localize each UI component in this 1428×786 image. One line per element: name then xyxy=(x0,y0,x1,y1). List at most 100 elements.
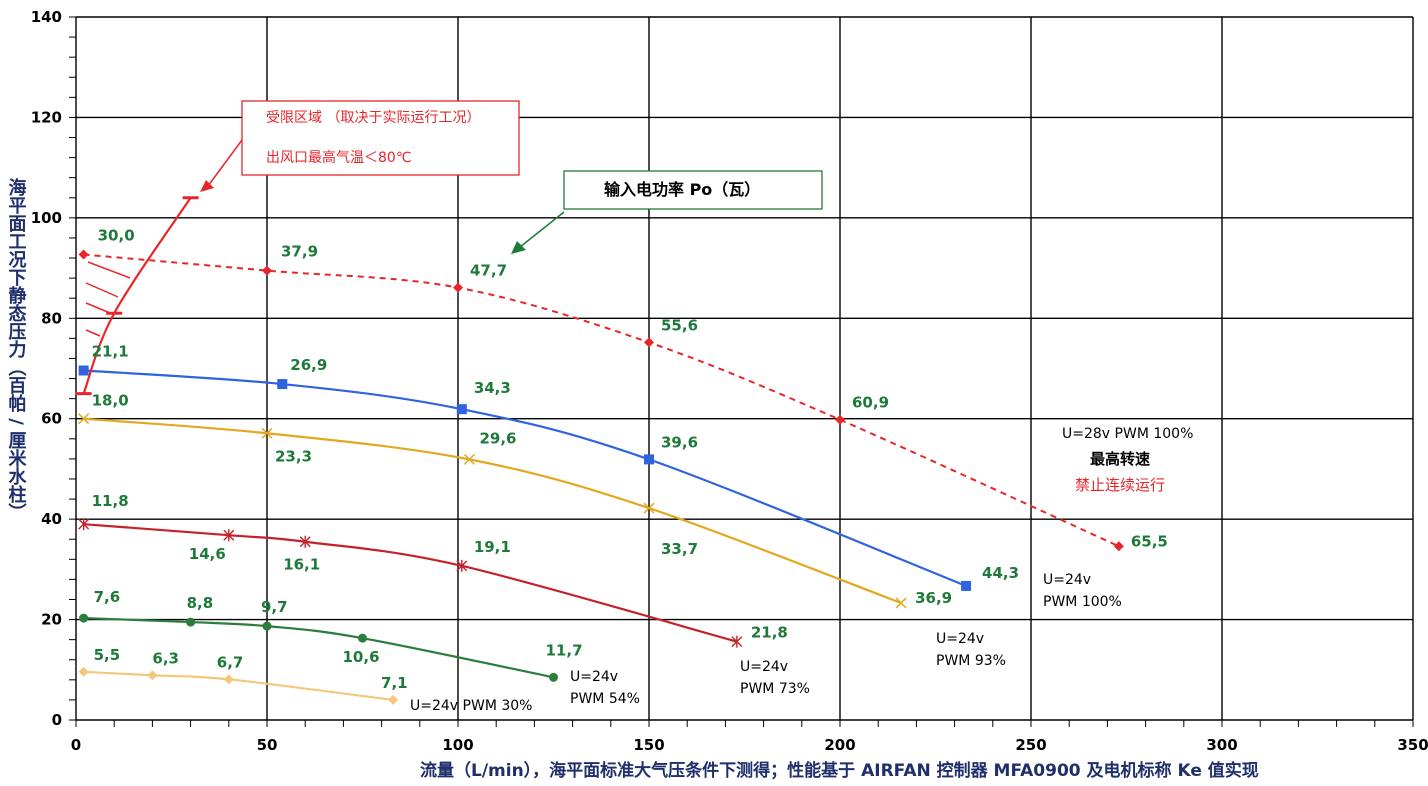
y-axis-title: 海平面工况下静态压力（百帕 / 厘米水柱） xyxy=(6,177,27,521)
power-data-label: 47,7 xyxy=(470,262,507,280)
max-speed-line3: 禁止连续运行 xyxy=(1075,476,1165,494)
data-point-asterisk xyxy=(731,635,743,648)
power-data-label: 7,1 xyxy=(381,674,408,692)
data-point-diamond xyxy=(644,337,654,348)
data-point-x-stroke xyxy=(463,453,475,465)
x-tick-label: 0 xyxy=(71,736,81,754)
data-point-square xyxy=(961,580,972,591)
x-tick-label: 200 xyxy=(824,736,855,754)
power-data-label: 6,7 xyxy=(217,653,244,671)
data-point-circle xyxy=(549,672,558,682)
pwm100-label-line1: U=24v xyxy=(1043,572,1091,588)
y-tick-label: 60 xyxy=(41,410,62,428)
data-point-diamond xyxy=(1113,541,1124,552)
data-point-square xyxy=(456,404,467,415)
data-point-x xyxy=(463,453,475,465)
series-line xyxy=(83,253,1120,548)
limit-annotation-line2: 出风口最高气温＜80℃ xyxy=(266,149,412,166)
data-point-x xyxy=(261,427,273,439)
y-tick-label: 20 xyxy=(41,611,62,629)
max-speed-line2: 最高转速 xyxy=(1090,450,1150,468)
power-data-label: 34,3 xyxy=(474,379,511,397)
y-tick-label: 80 xyxy=(41,309,62,327)
power-arrow xyxy=(511,211,565,254)
hatch-line xyxy=(85,302,111,314)
data-point-diamond xyxy=(388,694,399,705)
data-point-x-stroke xyxy=(261,427,273,439)
data-point-circle xyxy=(79,613,89,623)
series-line xyxy=(83,616,554,679)
power-data-label: 11,7 xyxy=(546,641,583,659)
limit-annotation: 受限区域 （取决于实际运行工况） 出风口最高气温＜80℃ xyxy=(241,100,520,176)
data-point-circle xyxy=(358,633,367,643)
x-tick-label: 100 xyxy=(442,736,473,754)
pwm30-label: U=24v PWM 30% xyxy=(410,698,532,714)
power-labels: 30,0 37,9 47,7 55,6 60,9 65,5 21,1 26,9 34,3 39,6… xyxy=(92,227,1168,692)
pwm93-label-line1: U=24v xyxy=(936,631,984,647)
power-data-label: 23,3 xyxy=(275,447,312,465)
series-line xyxy=(83,369,967,587)
series-line xyxy=(83,670,394,702)
data-point-asterisk xyxy=(456,559,468,572)
series-0 xyxy=(83,253,1120,548)
y-tick-label: 140 xyxy=(31,8,62,26)
data-point-square xyxy=(277,379,288,390)
y-tick-label: 40 xyxy=(41,510,62,528)
data-point-diamond xyxy=(147,670,158,681)
data-point-asterisk xyxy=(299,535,311,548)
limit-arrow xyxy=(200,139,243,192)
power-data-label: 30,0 xyxy=(98,227,135,245)
power-data-label: 14,6 xyxy=(189,545,226,563)
data-point-x xyxy=(895,597,907,609)
x-tick-label: 250 xyxy=(1015,736,1046,754)
data-point-asterisk xyxy=(223,529,235,542)
power-data-label: 21,1 xyxy=(92,343,129,361)
data-point-square xyxy=(644,454,654,465)
series-1 xyxy=(83,369,967,587)
marker-layer xyxy=(75,196,1124,705)
limit-annotation-line1: 受限区域 （取决于实际运行工况） xyxy=(266,110,480,126)
power-data-label: 19,1 xyxy=(474,538,511,556)
power-data-label: 6,3 xyxy=(152,649,179,667)
data-point-x-stroke xyxy=(895,597,907,609)
data-point-x xyxy=(643,502,655,514)
power-data-label: 55,6 xyxy=(661,316,698,334)
restricted-hatch xyxy=(85,261,131,337)
power-annotation: 输入电功率 Po（瓦） xyxy=(563,170,823,210)
data-point-diamond xyxy=(78,249,89,260)
power-data-label: 11,8 xyxy=(92,492,129,510)
x-tick-label: 50 xyxy=(257,736,278,754)
pwm73-label-line2: PWM 73% xyxy=(740,681,810,697)
power-data-label: 65,5 xyxy=(1131,532,1168,550)
power-data-label: 36,9 xyxy=(915,589,952,607)
power-data-label: 26,9 xyxy=(290,356,327,374)
x-tick-label: 350 xyxy=(1397,736,1428,754)
data-point-circle xyxy=(262,621,272,631)
y-tick-label: 120 xyxy=(31,108,62,126)
power-data-label: 8,8 xyxy=(187,594,214,612)
pwm54-label-line2: PWM 54% xyxy=(570,691,640,707)
x-tick-label: 150 xyxy=(633,736,664,754)
hatch-line xyxy=(85,282,119,298)
pwm73-label-line1: U=24v xyxy=(740,659,788,675)
power-data-label: 39,6 xyxy=(661,433,698,451)
max-speed-line1: U=28v PWM 100% xyxy=(1062,426,1193,442)
power-data-label: 37,9 xyxy=(281,243,318,261)
series-4 xyxy=(83,616,554,679)
hatch-line xyxy=(87,261,131,279)
data-point-diamond xyxy=(835,414,845,425)
data-point-circle xyxy=(186,617,196,627)
power-annotation-text: 输入电功率 Po（瓦） xyxy=(604,180,760,199)
data-point-diamond xyxy=(262,265,272,276)
y-tick-label: 0 xyxy=(52,711,62,729)
data-point-diamond xyxy=(453,282,463,293)
hatch-line xyxy=(85,329,101,337)
series-5 xyxy=(83,670,394,702)
data-point-asterisk xyxy=(78,518,90,531)
power-data-label: 7,6 xyxy=(94,588,121,606)
data-point-square xyxy=(78,365,89,376)
power-data-label: 21,8 xyxy=(751,624,788,642)
pwm54-label-line1: U=24v xyxy=(570,669,618,685)
